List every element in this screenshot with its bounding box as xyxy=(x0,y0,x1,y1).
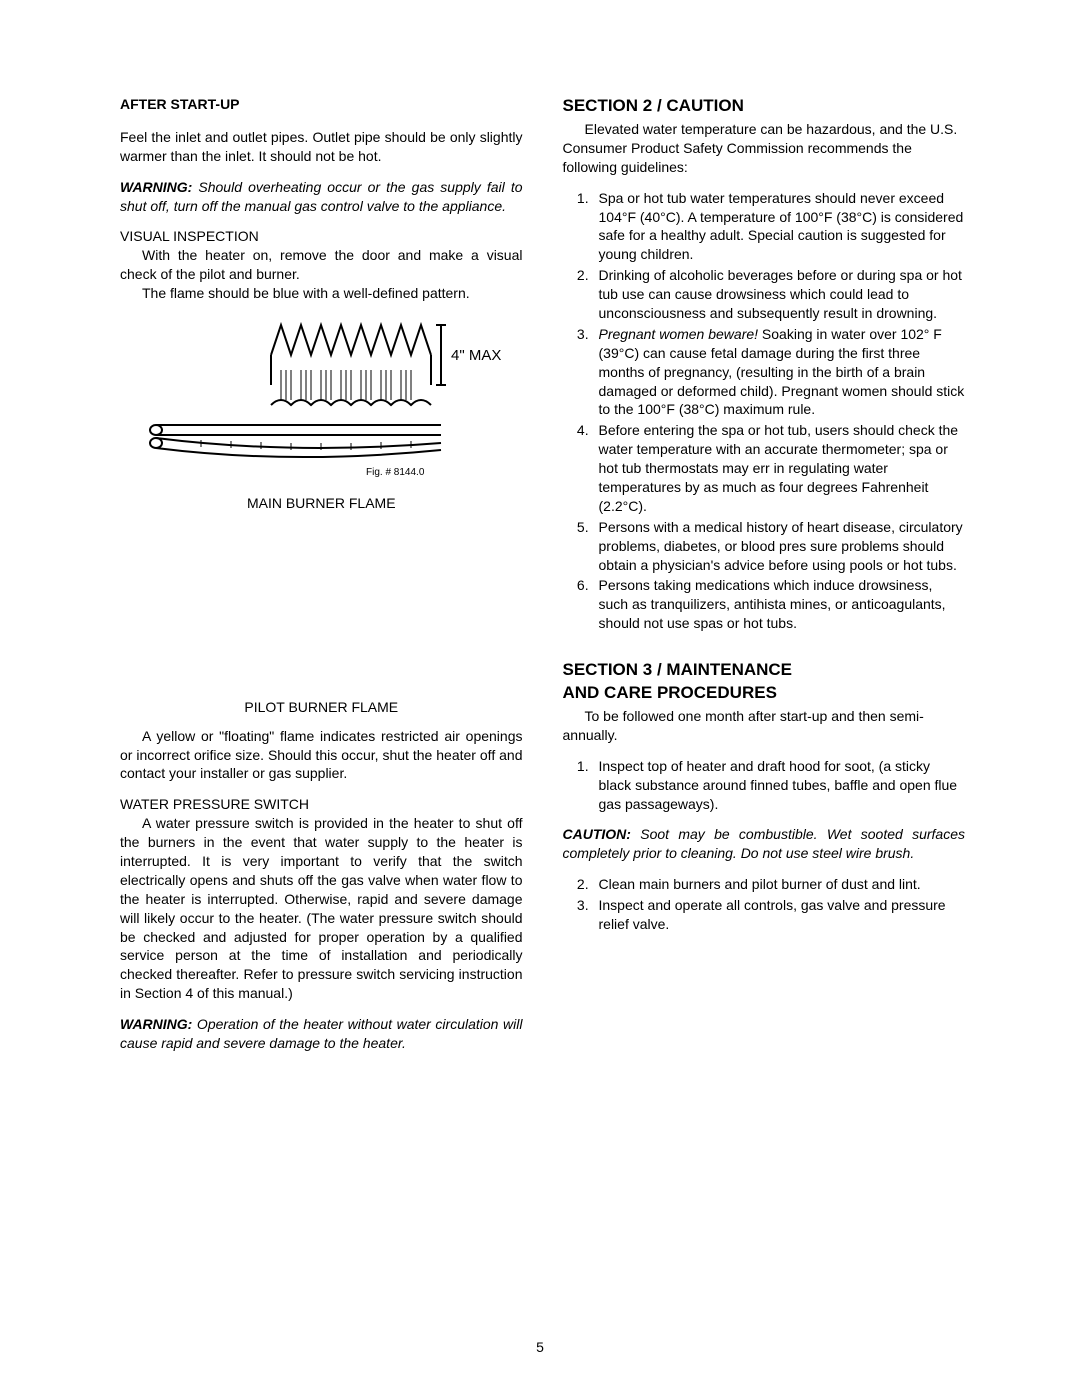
warning2-label: WARNING: xyxy=(120,1016,192,1032)
maintenance-list-1: Inspect top of heater and draft hood for… xyxy=(563,757,966,814)
warning-overheat: WARNING: Should overheating occur or the… xyxy=(120,178,523,216)
para-visual-a: With the heater on, remove the door and … xyxy=(120,246,523,284)
para-yellow-flame: A yellow or "floating" flame indicates r… xyxy=(120,727,523,784)
list-item: Spa or hot tub water temperatures should… xyxy=(593,189,966,265)
list-item: Drinking of alcoholic beverages before o… xyxy=(593,266,966,323)
page-number: 5 xyxy=(536,1338,544,1357)
fig-number: Fig. # 8144.0 xyxy=(366,467,425,478)
pregnant-em: Pregnant women beware! xyxy=(599,326,759,342)
main-burner-flame-icon: 4" MAX Fig. # 8144.0 xyxy=(141,315,501,485)
caution-soot: CAUTION: Soot may be combustible. Wet so… xyxy=(563,825,966,863)
section2-intro: Elevated water temperature can be hazard… xyxy=(563,120,966,177)
list-item: Clean main burners and pilot burner of d… xyxy=(593,875,966,894)
para-pipes: Feel the inlet and outlet pipes. Outlet … xyxy=(120,128,523,166)
caution-label: CAUTION: xyxy=(563,826,631,842)
visual-inspection-heading: VISUAL INSPECTION xyxy=(120,227,523,246)
list-item: Inspect top of heater and draft hood for… xyxy=(593,757,966,814)
warning-circulation: WARNING: Operation of the heater without… xyxy=(120,1015,523,1053)
after-startup-heading: AFTER START-UP xyxy=(120,95,523,114)
list-item: Before entering the spa or hot tub, user… xyxy=(593,421,966,515)
water-pressure-heading: WATER PRESSURE SWITCH xyxy=(120,795,523,814)
main-burner-figure: 4" MAX Fig. # 8144.0 MAIN BURNER FLAME xyxy=(120,315,523,513)
section2-title: SECTION 2 / CAUTION xyxy=(563,95,966,118)
section3-title-b: AND CARE PROCEDURES xyxy=(563,682,966,705)
list-item: Persons taking medications which induce … xyxy=(593,576,966,633)
section3-title-a: SECTION 3 / MAINTENANCE xyxy=(563,659,966,682)
dimension-text: 4" MAX xyxy=(451,347,501,364)
section3-intro: To be followed one month after start-up … xyxy=(563,707,966,745)
para-visual-b: The flame should be blue with a well-def… xyxy=(120,284,523,303)
pilot-burner-figure: PILOT BURNER FLAME xyxy=(120,698,523,717)
para-water-pressure: A water pressure switch is provided in t… xyxy=(120,814,523,1003)
list-item: Pregnant women beware! Soaking in water … xyxy=(593,325,966,419)
caution-list: Spa or hot tub water temperatures should… xyxy=(563,189,966,633)
list-item: Persons with a medical history of heart … xyxy=(593,518,966,575)
maintenance-list-2: Clean main burners and pilot burner of d… xyxy=(563,875,966,934)
main-burner-label: MAIN BURNER FLAME xyxy=(120,494,523,513)
warning-label: WARNING: xyxy=(120,179,192,195)
pilot-burner-label: PILOT BURNER FLAME xyxy=(120,698,523,717)
list-item: Inspect and operate all controls, gas va… xyxy=(593,896,966,934)
